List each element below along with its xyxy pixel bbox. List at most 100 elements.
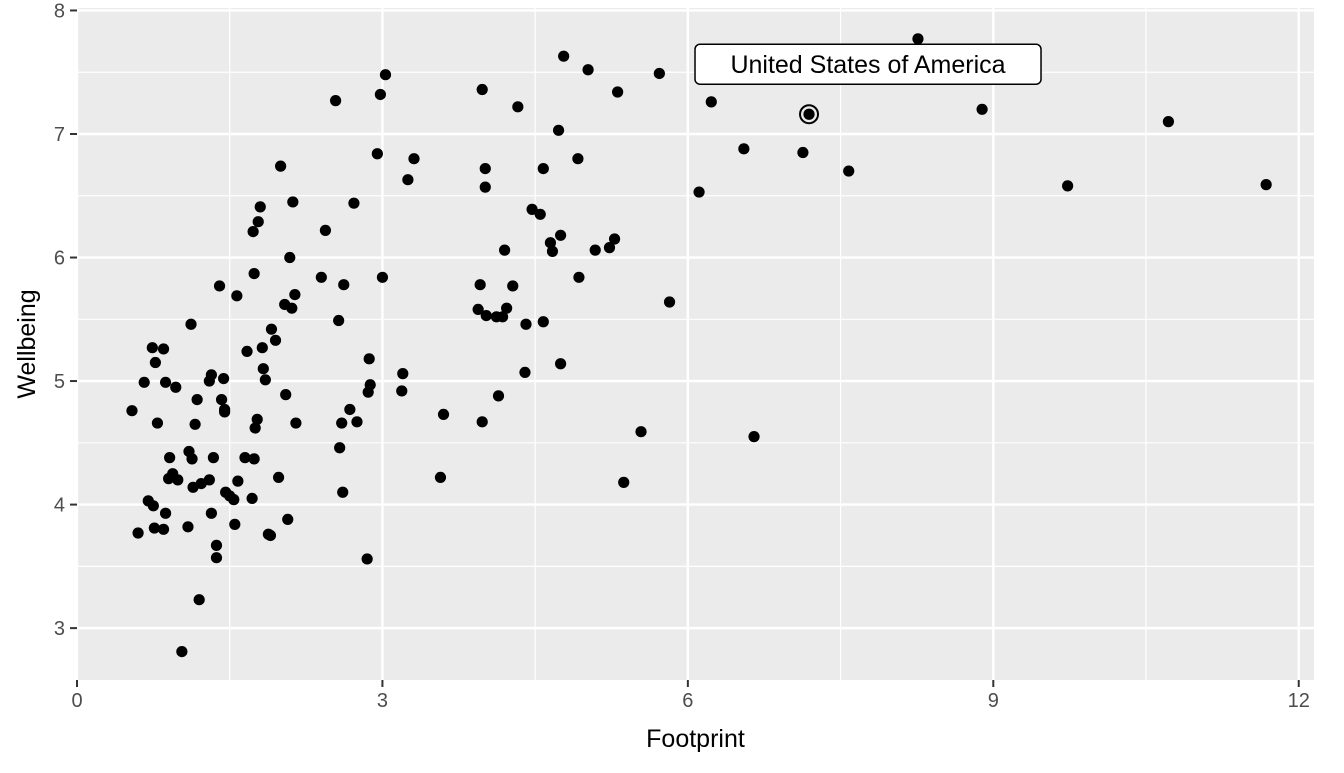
x-tick-label: 12 [1288, 690, 1310, 712]
x-tick-label: 6 [682, 690, 693, 712]
data-point [663, 296, 676, 308]
data-point [635, 426, 647, 438]
data-point [603, 242, 616, 254]
data-point [474, 279, 486, 291]
data-point [348, 197, 360, 209]
data-point [371, 148, 383, 160]
data-point [582, 64, 594, 76]
y-tick-label: 7 [54, 124, 65, 146]
data-point [507, 280, 519, 292]
data-point [159, 376, 172, 388]
data-point [572, 153, 584, 165]
data-point [191, 393, 203, 406]
data-point [338, 279, 350, 291]
data-point [219, 406, 231, 418]
data-point [228, 494, 240, 506]
data-point [437, 408, 450, 421]
data-point [363, 353, 375, 365]
highlight-ring [799, 104, 820, 125]
data-point [519, 366, 531, 379]
data-point [480, 309, 492, 322]
data-point [843, 165, 855, 177]
data-point [337, 486, 349, 498]
data-point [210, 552, 223, 564]
x-tick-label: 3 [377, 690, 388, 712]
data-point [272, 471, 285, 484]
data-point [558, 50, 570, 62]
data-point [315, 271, 327, 283]
data-point [249, 422, 261, 434]
data-point [499, 244, 511, 256]
data-point [479, 162, 491, 175]
y-tick-label: 4 [54, 495, 65, 517]
data-point [608, 233, 621, 245]
annotation-label: United States of America [730, 51, 1005, 79]
data-point [247, 225, 259, 238]
data-point [193, 594, 205, 606]
data-point [256, 342, 268, 354]
data-point [282, 513, 294, 526]
data-point [126, 405, 138, 417]
minor-grid [77, 8, 1314, 680]
y-tick-label: 6 [54, 248, 65, 270]
data-point [147, 500, 159, 512]
data-point [397, 368, 409, 380]
data-point [229, 518, 241, 530]
data-point [612, 86, 624, 98]
data-point [526, 203, 538, 215]
data-point [496, 311, 509, 323]
data-point [912, 33, 924, 45]
x-axis: 0 3 6 9 12 [71, 680, 1310, 712]
data-point [976, 103, 988, 115]
data-point [618, 476, 630, 488]
data-point [248, 453, 260, 465]
data-point [537, 316, 549, 328]
data-point [537, 162, 549, 175]
data-point [396, 385, 408, 397]
data-point [239, 452, 251, 464]
data-point [231, 290, 243, 302]
y-tick-label: 5 [54, 371, 65, 393]
data-point [207, 452, 220, 464]
data-point [215, 393, 228, 406]
data-point [797, 146, 809, 159]
data-point [334, 442, 346, 454]
data-point [252, 216, 264, 228]
annotations: United States of America [694, 43, 1042, 125]
data-point [512, 101, 524, 113]
data-point [501, 302, 513, 314]
data-point [1162, 116, 1175, 128]
data-point [275, 160, 287, 172]
data-point [182, 521, 194, 533]
data-point [738, 143, 750, 155]
data-point [269, 334, 282, 346]
data-point [329, 95, 342, 107]
data-point [259, 374, 271, 386]
data-point [705, 96, 717, 108]
data-point [265, 323, 278, 335]
data-point [479, 181, 491, 193]
data-point [284, 251, 296, 264]
data-point [189, 418, 201, 430]
data-point [552, 124, 565, 136]
data-point [546, 245, 559, 257]
data-point [241, 345, 253, 358]
data-point [333, 314, 345, 327]
data-point [1062, 180, 1074, 192]
data-point [218, 372, 230, 385]
data-point [434, 471, 447, 484]
data-point [203, 474, 215, 486]
data-point [151, 417, 164, 429]
data-point [344, 403, 356, 416]
data-point [492, 390, 505, 402]
plot-panel [77, 8, 1314, 680]
data-point [589, 244, 601, 256]
data-point [573, 271, 585, 283]
data-point [246, 492, 258, 505]
data-point [264, 529, 277, 542]
data-point [251, 413, 263, 425]
data-point [286, 302, 298, 314]
data-point [185, 318, 197, 330]
